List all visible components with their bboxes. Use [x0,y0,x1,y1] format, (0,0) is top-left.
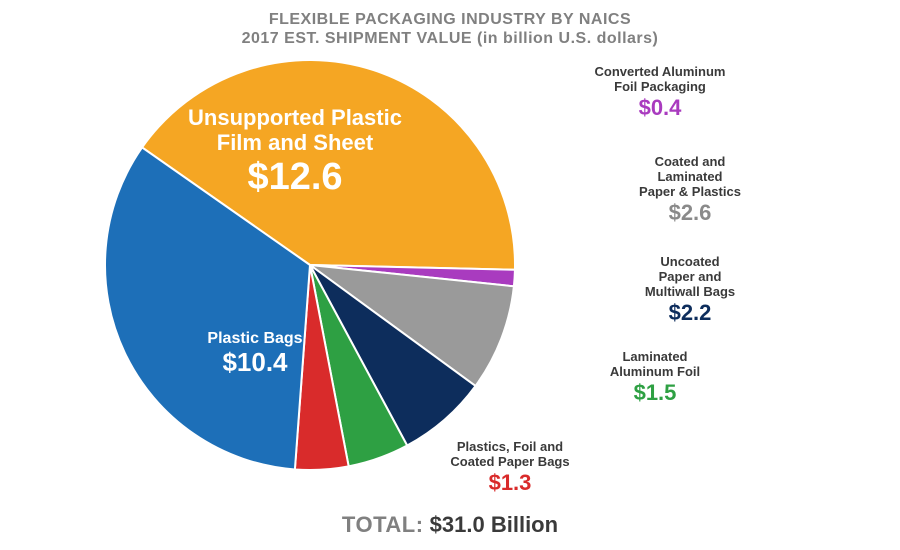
label-value-converted_al: $0.4 [560,95,760,120]
label-name-uncoated: UncoatedPaper andMultiwall Bags [590,255,790,300]
total-label: TOTAL: [342,512,424,537]
label-plastics_foil: Plastics, Foil andCoated Paper Bags$1.3 [410,440,610,495]
label-value-coated_lam: $2.6 [590,200,790,225]
label-name-coated_lam: Coated andLaminatedPaper & Plastics [590,155,790,200]
label-value-plastic_bags: $10.4 [165,348,345,378]
label-plastic_bags: Plastic Bags$10.4 [165,330,345,378]
label-value-unsupported: $12.6 [145,156,445,200]
title-line-1: FLEXIBLE PACKAGING INDUSTRY BY NAICS [0,10,900,29]
label-name-converted_al: Converted AluminumFoil Packaging [560,65,760,95]
total-line: TOTAL: $31.0 Billion [0,512,900,538]
label-name-plastic_bags: Plastic Bags [165,330,345,348]
chart-title: FLEXIBLE PACKAGING INDUSTRY BY NAICS 201… [0,0,900,48]
total-amount: $31.0 Billion [430,512,558,537]
title-line-2: 2017 EST. SHIPMENT VALUE (in billion U.S… [0,29,900,48]
label-name-plastics_foil: Plastics, Foil andCoated Paper Bags [410,440,610,470]
label-value-plastics_foil: $1.3 [410,470,610,495]
label-name-lam_al: LaminatedAluminum Foil [555,350,755,380]
label-value-lam_al: $1.5 [555,380,755,405]
label-coated_lam: Coated andLaminatedPaper & Plastics$2.6 [590,155,790,225]
label-name-unsupported: Unsupported PlasticFilm and Sheet [145,105,445,156]
label-unsupported: Unsupported PlasticFilm and Sheet$12.6 [145,105,445,199]
label-uncoated: UncoatedPaper andMultiwall Bags$2.2 [590,255,790,325]
label-converted_al: Converted AluminumFoil Packaging$0.4 [560,65,760,120]
label-value-uncoated: $2.2 [590,300,790,325]
label-lam_al: LaminatedAluminum Foil$1.5 [555,350,755,405]
